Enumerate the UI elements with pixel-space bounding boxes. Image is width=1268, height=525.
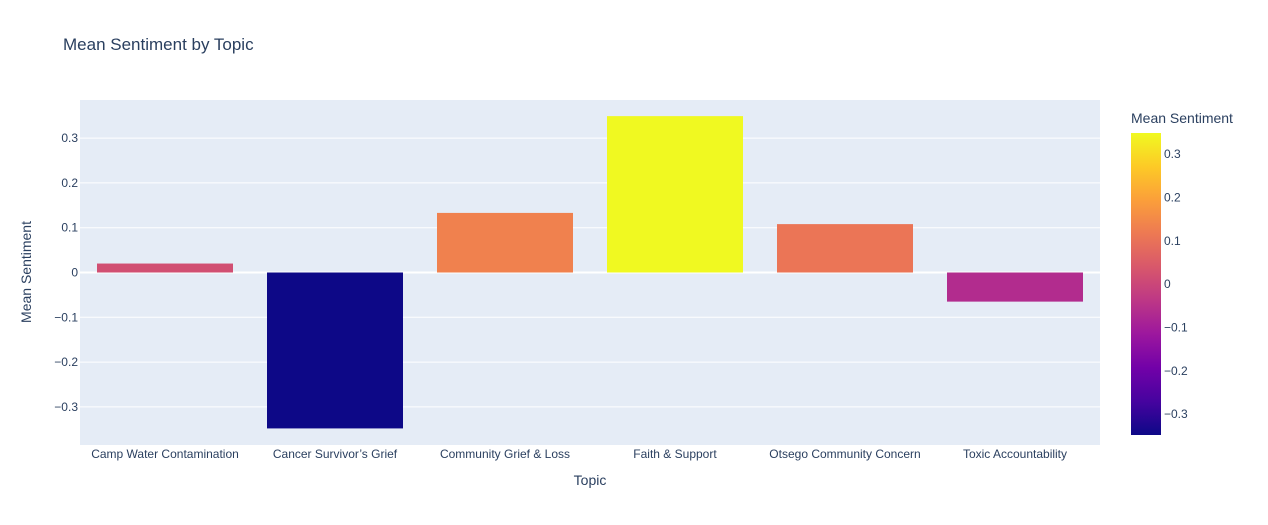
y-tick-label: −0.2 (54, 355, 78, 369)
y-tick-label: 0 (71, 266, 78, 280)
colorbar (1131, 133, 1161, 435)
y-tick-label: 0.3 (61, 131, 78, 145)
bar (437, 212, 573, 273)
y-tick-labels: 0.3 0.2 0.1 0 −0.1 −0.2 −0.3 (54, 131, 78, 414)
bar (947, 272, 1083, 302)
x-tick-label: Camp Water Contamination (91, 447, 239, 461)
x-axis-title: Topic (574, 472, 607, 488)
colorbar-tick-label: −0.1 (1164, 321, 1188, 335)
colorbar-tick-label: 0.1 (1164, 234, 1181, 248)
x-tick-label: Toxic Accountability (963, 447, 1067, 461)
y-tick-label: −0.1 (54, 310, 78, 324)
colorbar-tick-labels: 0.3 0.2 0.1 0 −0.1 −0.2 −0.3 (1164, 147, 1188, 421)
bar (777, 224, 913, 273)
colorbar-tick-label: −0.3 (1164, 407, 1188, 421)
bar (607, 116, 743, 273)
bar (267, 272, 403, 429)
grid-lines (80, 137, 1100, 408)
y-axis-title: Mean Sentiment (18, 221, 34, 323)
x-tick-labels: Camp Water Contamination Cancer Survivor’… (91, 447, 1067, 461)
x-tick-label: Community Grief & Loss (440, 447, 570, 461)
x-tick-label: Cancer Survivor’s Grief (273, 447, 398, 461)
colorbar-tick-label: 0 (1164, 277, 1171, 291)
chart-title: Mean Sentiment by Topic (63, 35, 254, 54)
y-tick-label: −0.3 (54, 400, 78, 414)
colorbar-title: Mean Sentiment (1131, 110, 1233, 126)
x-tick-label: Faith & Support (633, 447, 717, 461)
bar (97, 263, 233, 273)
y-tick-label: 0.2 (61, 176, 78, 190)
colorbar-tick-label: 0.3 (1164, 147, 1181, 161)
colorbar-tick-label: −0.2 (1164, 364, 1188, 378)
colorbar-tick-label: 0.2 (1164, 191, 1181, 205)
y-tick-label: 0.1 (61, 221, 78, 235)
x-tick-label: Otsego Community Concern (769, 447, 920, 461)
bars (97, 116, 1083, 429)
